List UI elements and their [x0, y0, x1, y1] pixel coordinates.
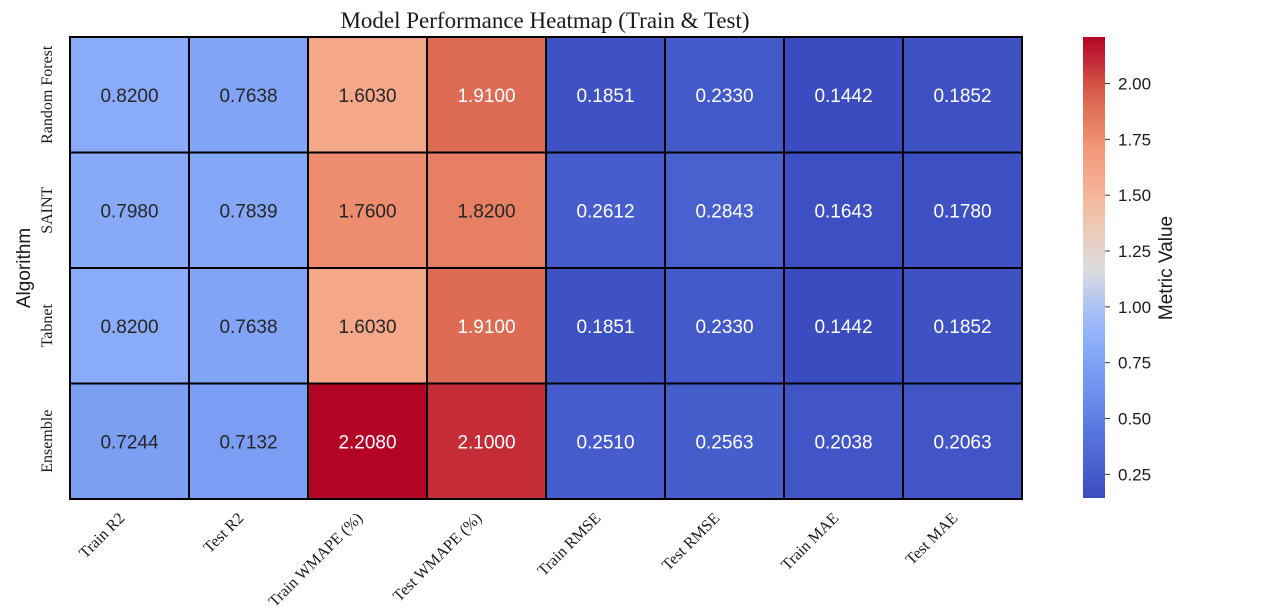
column-label: Train R2	[76, 510, 128, 562]
cell-value-label: 1.9100	[457, 317, 515, 338]
heatmap-cell	[307, 36, 428, 154]
cell-value-label: 0.1442	[814, 86, 872, 107]
colorbar-tick-label: 1.50	[1118, 186, 1151, 205]
row-label: SAINT	[39, 186, 56, 233]
heatmap-cell	[902, 36, 1023, 154]
colorbar-tick-label: 0.50	[1118, 410, 1151, 429]
column-labels: Train R2 Test R2 Train WMAPE (%) Test WMAPE…	[76, 510, 961, 611]
cell-value-label: 0.1442	[814, 317, 872, 338]
heatmap-cell	[902, 267, 1023, 385]
colorbar-gradient	[1083, 37, 1105, 498]
cell-value-label: 0.2563	[695, 432, 753, 453]
column-label: Test R2	[201, 510, 248, 557]
row-label: Tabnet	[39, 304, 56, 348]
cell-value-label: 1.6030	[338, 317, 396, 338]
cell-value-label: 0.7132	[219, 432, 277, 453]
row-labels: Random Forest SAINT Tabnet Ensemble	[39, 45, 56, 473]
heatmap-cell	[307, 267, 428, 385]
colorbar-label: Metric Value	[1156, 216, 1177, 320]
heatmap-cell	[783, 382, 904, 500]
row-label: Random Forest	[39, 45, 56, 144]
cell-value-label: 0.2330	[695, 317, 753, 338]
cell-value-label: 0.7244	[100, 432, 159, 453]
column-label: Train MAE	[778, 510, 842, 574]
cell-value-label: 0.2063	[933, 432, 991, 453]
y-axis-title: Algorithm	[14, 228, 35, 308]
heatmap-cell	[426, 267, 547, 385]
cell-value-label: 0.1852	[933, 317, 991, 338]
heatmap-cell	[69, 382, 190, 500]
cell-value-label: 0.1852	[933, 86, 991, 107]
heatmap-cells: 0.8200 0.7638 1.6030 1.9100 0.1851 0.2330 0.14…	[69, 36, 1023, 500]
heatmap-cell	[69, 36, 190, 154]
cell-value-label: 0.1851	[576, 86, 634, 107]
cell-value-label: 1.6030	[338, 86, 396, 107]
cell-value-label: 0.1851	[576, 317, 634, 338]
heatmap-cell	[545, 267, 666, 385]
heatmap-cell	[664, 36, 785, 154]
cell-value-label: 0.1780	[933, 201, 991, 222]
heatmap-cell	[426, 382, 547, 500]
column-label: Test RMSE	[659, 510, 723, 574]
column-label: Train RMSE	[535, 510, 605, 580]
heatmap-cell	[783, 267, 904, 385]
cell-value-label: 0.7638	[219, 317, 277, 338]
heatmap-cell	[664, 151, 785, 269]
heatmap-cell	[69, 267, 190, 385]
heatmap-cell	[426, 151, 547, 269]
cell-value-label: 0.7980	[100, 201, 158, 222]
cell-value-label: 0.2038	[814, 432, 872, 453]
column-label: Test MAE	[903, 510, 962, 569]
heatmap-cell	[188, 151, 309, 269]
colorbar-tick-label: 1.25	[1118, 242, 1151, 261]
heatmap-cell	[188, 267, 309, 385]
column-label: Test WMAPE (%)	[390, 510, 485, 605]
cell-value-label: 0.2330	[695, 86, 753, 107]
cell-value-label: 1.7600	[338, 201, 396, 222]
cell-value-label: 0.2612	[576, 201, 634, 222]
colorbar-tick-label: 0.25	[1118, 465, 1151, 484]
heatmap-cell	[664, 267, 785, 385]
cell-value-label: 2.2080	[338, 432, 396, 453]
colorbar-tick-label: 1.75	[1118, 130, 1151, 149]
cell-value-label: 1.9100	[457, 86, 515, 107]
colorbar-ticks: 0.25 0.50 0.75 1.00 1.25 1.50 1.75 2.00	[1105, 74, 1151, 484]
cell-value-label: 0.1643	[814, 201, 872, 222]
cell-value-label: 0.7839	[219, 201, 277, 222]
cell-value-label: 2.1000	[457, 432, 515, 453]
colorbar-tick-label: 0.75	[1118, 354, 1151, 373]
colorbar-tick-label: 1.00	[1118, 298, 1151, 317]
heatmap-cell	[545, 382, 666, 500]
heatmap-cell	[307, 382, 428, 500]
cell-value-label: 0.8200	[100, 86, 158, 107]
cell-value-label: 0.2843	[695, 201, 753, 222]
heatmap-cell	[902, 382, 1023, 500]
cell-value-label: 0.2510	[576, 432, 634, 453]
heatmap-cell	[188, 36, 309, 154]
colorbar-tick-label: 2.00	[1118, 74, 1151, 93]
cell-value-label: 1.8200	[457, 201, 515, 222]
cell-value-label: 0.8200	[100, 317, 158, 338]
colorbar: 0.25 0.50 0.75 1.00 1.25 1.50 1.75 2.00 Metric …	[1083, 37, 1177, 498]
row-label: Ensemble	[39, 410, 56, 473]
chart-title: Model Performance Heatmap (Train & Test)	[340, 8, 749, 33]
cell-value-label: 0.7638	[219, 86, 277, 107]
column-label: Train WMAPE (%)	[266, 510, 367, 611]
heatmap-cell	[902, 151, 1023, 269]
